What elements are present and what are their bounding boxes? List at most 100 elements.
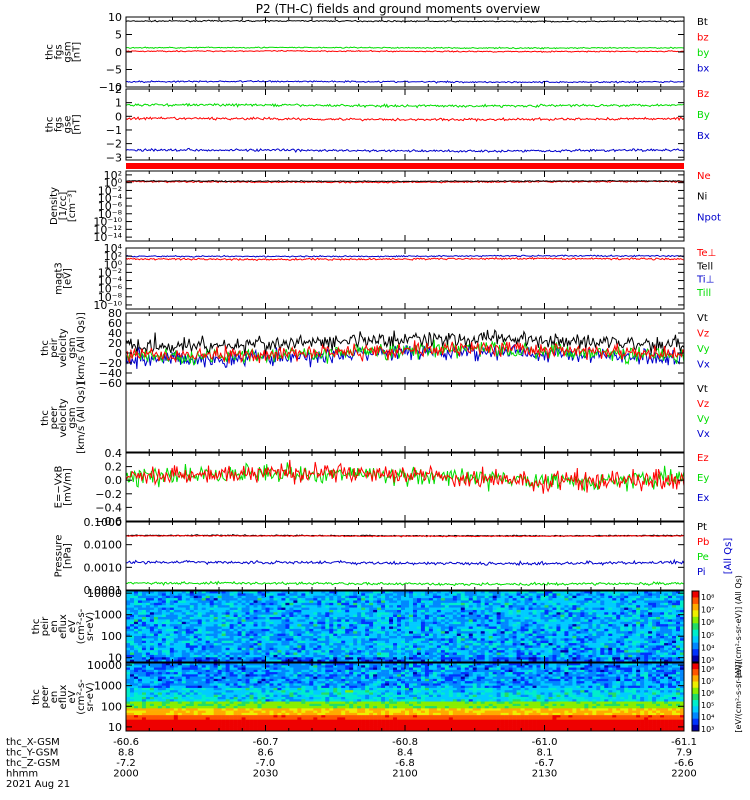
heatmap-cell — [257, 595, 262, 599]
heatmap-cell — [448, 657, 454, 660]
heatmap-cell — [524, 635, 529, 639]
heatmap-cell — [229, 602, 234, 606]
heatmap-cell — [401, 624, 406, 627]
heatmap-cell — [277, 609, 282, 613]
heatmap-cell — [572, 614, 577, 618]
heatmap-cell — [277, 617, 282, 620]
heatmap-cell — [488, 626, 493, 630]
heatmap-cell — [389, 645, 394, 649]
heatmap-cell — [528, 645, 533, 649]
heatmap-cell — [428, 635, 434, 639]
heatmap-cell — [141, 626, 147, 630]
heatmap-cell — [205, 614, 210, 618]
heatmap-cell — [141, 605, 147, 608]
heatmap-cell — [660, 633, 665, 637]
heatmap-cell — [616, 612, 621, 615]
heatmap-cell — [624, 647, 629, 651]
heatmap-cell — [524, 595, 529, 599]
heatmap-cell — [668, 645, 673, 649]
heatmap-cell — [133, 681, 139, 684]
heatmap-cell — [532, 624, 537, 627]
heatmap-cell — [133, 699, 139, 702]
heatmap-cell — [337, 652, 342, 656]
heatmap-cell — [197, 593, 203, 597]
panel-frame — [125, 88, 685, 161]
heatmap-cell — [540, 654, 545, 658]
heatmap-cell — [432, 631, 438, 634]
heatmap-cell — [273, 633, 278, 637]
heatmap-cell — [249, 659, 254, 663]
heatmap-cell — [205, 609, 210, 613]
heatmap-cell — [385, 638, 390, 641]
heatmap-cell — [181, 628, 187, 632]
heatmap-cell — [197, 598, 203, 601]
heatmap-cell — [405, 619, 410, 623]
heatmap-cell — [448, 633, 454, 637]
y-tick-label: −3 — [106, 151, 122, 164]
heatmap-cell — [361, 631, 366, 634]
heatmap-cell — [584, 633, 589, 637]
heatmap-cell — [544, 635, 549, 639]
heatmap-cell — [496, 631, 501, 634]
heatmap-cell — [596, 598, 601, 601]
heatmap-cell — [556, 595, 561, 599]
heatmap-cell — [512, 640, 517, 644]
heatmap-cell — [169, 624, 175, 627]
heatmap-cell — [628, 650, 633, 653]
heatmap-cell — [153, 593, 159, 597]
heatmap-cell — [405, 628, 410, 632]
heatmap-cell — [592, 598, 597, 601]
heatmap-cell — [540, 621, 545, 625]
heatmap-cell — [676, 598, 681, 601]
heatmap-cell — [209, 631, 214, 634]
y-tick-label: 0.0 — [105, 474, 123, 487]
heatmap-cell — [165, 640, 171, 644]
heatmap-cell — [401, 619, 406, 623]
heatmap-cell — [313, 619, 318, 623]
heatmap-cell — [592, 600, 597, 604]
heatmap-cell — [369, 624, 374, 627]
heatmap-cell — [632, 628, 637, 632]
heatmap-cell — [233, 633, 238, 637]
heatmap-cell — [385, 621, 390, 625]
heatmap-cell — [600, 612, 605, 615]
heatmap-cell — [548, 657, 553, 660]
heatmap-cell — [640, 647, 645, 651]
heatmap-cell — [197, 628, 203, 632]
heatmap-cell — [373, 602, 378, 606]
heatmap-cell — [373, 628, 378, 632]
heatmap-cell — [189, 643, 195, 646]
heatmap-cell — [237, 612, 242, 615]
heatmap-cell — [233, 657, 238, 660]
heatmap-cell — [309, 633, 314, 637]
heatmap-cell — [500, 650, 505, 653]
heatmap-cell — [341, 609, 346, 613]
heatmap-cell — [285, 621, 290, 625]
heatmap-cell — [444, 650, 450, 653]
heatmap-cell — [365, 638, 370, 641]
heatmap-cell — [532, 591, 537, 594]
heatmap-cell — [552, 643, 557, 646]
heatmap-cell — [329, 598, 334, 601]
heatmap-cell — [389, 593, 394, 597]
heatmap-cell — [632, 619, 637, 623]
heatmap-cell — [656, 635, 661, 639]
heatmap-cell — [401, 621, 406, 625]
heatmap-cell — [321, 654, 326, 658]
heatmap-cell — [624, 638, 629, 641]
heatmap-cell — [580, 617, 585, 620]
heatmap-cell — [197, 626, 203, 630]
heatmap-cell — [349, 624, 354, 627]
heatmap-cell — [153, 605, 159, 608]
heatmap-cell — [520, 645, 525, 649]
heatmap-cell — [604, 614, 609, 618]
heatmap-cell — [177, 654, 183, 658]
heatmap-cell — [141, 640, 147, 644]
heatmap-cell — [245, 647, 250, 651]
heatmap-cell — [600, 595, 605, 599]
heatmap-cell — [416, 645, 422, 649]
heatmap-cell — [349, 647, 354, 651]
heatmap-cell — [552, 614, 557, 618]
heatmap-cell — [540, 631, 545, 634]
heatmap-cell — [508, 626, 513, 630]
